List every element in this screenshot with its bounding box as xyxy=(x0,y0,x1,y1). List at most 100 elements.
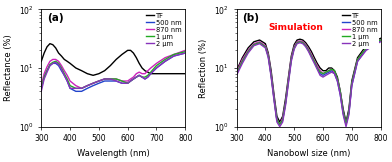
2 μm xyxy=(145,76,150,78)
1 μm xyxy=(303,45,308,47)
1 μm xyxy=(329,68,334,70)
870 nm xyxy=(85,85,90,87)
2 μm xyxy=(315,68,319,70)
TF xyxy=(309,51,314,53)
Legend: TF, 500 nm, 870 nm, 1 μm, 2 μm: TF, 500 nm, 870 nm, 1 μm, 2 μm xyxy=(144,11,184,49)
2 μm xyxy=(131,78,136,80)
TF xyxy=(62,58,67,60)
2 μm xyxy=(53,61,58,63)
870 nm xyxy=(272,96,276,98)
870 nm xyxy=(312,59,317,61)
500 nm xyxy=(163,60,167,62)
1 μm xyxy=(240,60,245,62)
1 μm xyxy=(91,82,96,84)
2 μm xyxy=(323,74,328,76)
500 nm xyxy=(51,62,55,64)
1 μm xyxy=(266,55,270,57)
2 μm xyxy=(134,76,139,78)
500 nm xyxy=(96,82,101,84)
870 nm xyxy=(306,48,311,50)
500 nm xyxy=(312,60,317,62)
500 nm xyxy=(114,80,118,82)
500 nm xyxy=(59,70,64,72)
TF xyxy=(134,57,139,59)
TF xyxy=(347,108,351,110)
1 μm xyxy=(283,102,288,104)
2 μm xyxy=(286,82,291,84)
870 nm xyxy=(246,49,250,51)
2 μm xyxy=(332,73,337,75)
TF xyxy=(108,65,113,67)
500 nm xyxy=(295,42,299,44)
1 μm xyxy=(335,78,340,80)
500 nm xyxy=(62,74,67,76)
2 μm xyxy=(234,74,239,76)
1 μm xyxy=(134,76,139,78)
870 nm xyxy=(263,45,268,47)
870 nm xyxy=(134,73,139,75)
500 nm xyxy=(53,62,58,64)
2 μm xyxy=(85,85,90,87)
500 nm xyxy=(79,90,84,92)
1 μm xyxy=(378,39,383,41)
500 nm xyxy=(154,67,159,69)
500 nm xyxy=(274,119,279,121)
870 nm xyxy=(240,58,245,60)
1 μm xyxy=(154,65,159,67)
500 nm xyxy=(344,123,348,125)
TF xyxy=(286,76,291,78)
TF xyxy=(335,76,340,78)
870 nm xyxy=(73,85,78,87)
500 nm xyxy=(257,42,262,44)
TF xyxy=(315,62,319,64)
TF xyxy=(364,45,368,47)
1 μm xyxy=(364,47,368,49)
2 μm xyxy=(68,87,73,89)
2 μm xyxy=(378,41,383,43)
2 μm xyxy=(137,74,142,76)
1 μm xyxy=(96,80,101,82)
870 nm xyxy=(42,73,47,75)
500 nm xyxy=(327,71,331,73)
1 μm xyxy=(295,42,299,44)
870 nm xyxy=(163,57,167,59)
870 nm xyxy=(257,41,262,43)
1 μm xyxy=(344,123,348,125)
500 nm xyxy=(120,82,124,84)
1 μm xyxy=(269,74,274,76)
1 μm xyxy=(51,61,55,63)
870 nm xyxy=(154,62,159,64)
TF xyxy=(372,40,377,42)
1 μm xyxy=(131,78,136,80)
TF xyxy=(125,49,130,51)
2 μm xyxy=(108,78,113,80)
1 μm xyxy=(372,42,377,44)
Y-axis label: Reflectance (%): Reflectance (%) xyxy=(4,35,13,101)
870 nm xyxy=(137,71,142,73)
500 nm xyxy=(349,85,354,87)
X-axis label: Wavelength (nm): Wavelength (nm) xyxy=(77,149,150,158)
870 nm xyxy=(274,119,279,121)
500 nm xyxy=(128,80,133,82)
500 nm xyxy=(91,85,96,87)
TF xyxy=(263,43,268,45)
2 μm xyxy=(372,44,377,46)
2 μm xyxy=(338,94,343,96)
870 nm xyxy=(323,71,328,73)
2 μm xyxy=(183,52,188,54)
870 nm xyxy=(349,82,354,84)
870 nm xyxy=(79,87,84,89)
870 nm xyxy=(278,123,282,125)
2 μm xyxy=(347,114,351,116)
500 nm xyxy=(301,42,305,44)
500 nm xyxy=(47,65,52,67)
TF xyxy=(292,44,296,46)
TF xyxy=(332,70,337,72)
1 μm xyxy=(349,82,354,84)
2 μm xyxy=(125,82,130,84)
870 nm xyxy=(91,82,96,84)
TF xyxy=(42,52,47,54)
1 μm xyxy=(278,123,282,125)
500 nm xyxy=(246,51,250,53)
1 μm xyxy=(108,78,113,80)
